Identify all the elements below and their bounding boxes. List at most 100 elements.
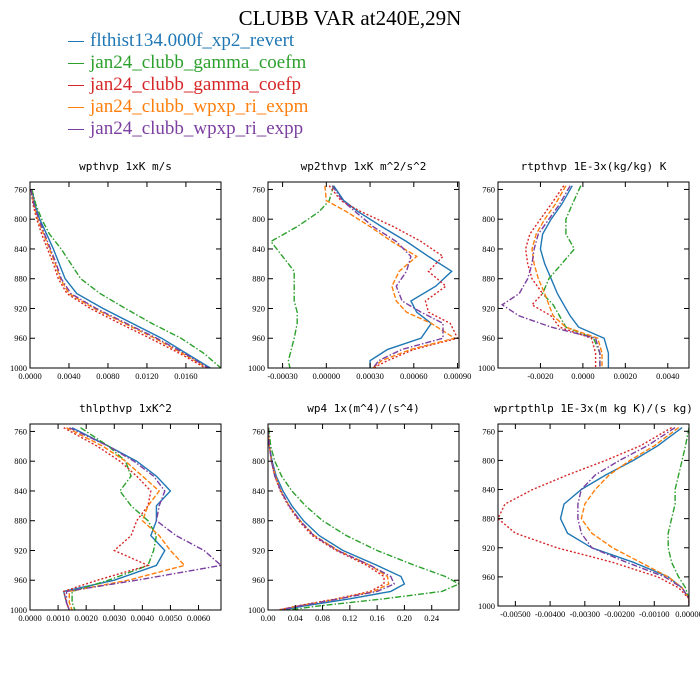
- x-tick-label: 0.0020: [74, 613, 97, 623]
- x-tick-label: 0.0010: [46, 613, 69, 623]
- x-tick-label: -0.00030: [267, 371, 297, 381]
- series-line-green: [31, 189, 221, 368]
- y-tick-label: 880: [482, 274, 495, 284]
- y-tick-label: 920: [14, 545, 27, 555]
- y-tick-label: 1000: [10, 363, 27, 373]
- y-tick-label: 840: [482, 244, 495, 254]
- y-tick-label: 800: [252, 214, 265, 224]
- y-tick-label: 960: [482, 333, 495, 343]
- y-tick-label: 880: [482, 514, 495, 524]
- legend-item-red: jan24_clubb_gamma_coefp: [68, 74, 308, 96]
- x-tick-label: -0.00200: [604, 609, 634, 619]
- legend-swatch: [68, 63, 84, 65]
- x-tick-label: 0.0120: [135, 371, 158, 381]
- x-tick-label: 0.0050: [159, 613, 182, 623]
- series-line-purple: [30, 189, 209, 368]
- x-tick-label: 0.24: [424, 613, 440, 623]
- legend-item-green: jan24_clubb_gamma_coefm: [68, 52, 308, 74]
- x-tick-label: 0.0000: [18, 371, 41, 381]
- y-tick-label: 880: [14, 516, 27, 526]
- y-tick-label: 880: [252, 516, 265, 526]
- series-line-orange: [531, 185, 603, 368]
- x-tick-label: 0.04: [288, 613, 304, 623]
- y-tick-label: 1000: [478, 363, 495, 373]
- series-line-purple: [331, 185, 444, 368]
- x-tick-label: 0.00090: [444, 371, 472, 381]
- x-tick-label: -0.00500: [500, 609, 530, 619]
- figure-title: CLUBB VAR at240E,29N: [238, 6, 462, 30]
- plot-frame: [29, 423, 222, 611]
- panel-3: rtpthvp 1E-3x(kg/kg) K 760 800 840 880 920 960…: [478, 160, 690, 381]
- series-line-blue: [333, 185, 453, 368]
- y-tick-label: 760: [14, 184, 27, 194]
- x-tick-label: 0.0000: [18, 613, 41, 623]
- y-tick-label: 760: [252, 426, 265, 436]
- y-tick-label: 840: [14, 244, 27, 254]
- y-tick-label: 840: [252, 244, 265, 254]
- legend-label: jan24_clubb_wpxp_ri_expp: [90, 118, 304, 139]
- series-line-purple: [577, 427, 689, 606]
- y-tick-label: 920: [482, 303, 495, 313]
- y-tick-label: 920: [252, 303, 265, 313]
- plot-frame: [267, 423, 460, 611]
- series-line-blue: [559, 427, 689, 606]
- panel-4: thlpthvp 1xK^276080084088092096010000.00…: [10, 402, 222, 623]
- series-line-green: [541, 185, 601, 368]
- y-tick-label: 960: [14, 333, 27, 343]
- panel-5: wp4 1x(m^4)/(s^4)76080084088092096010000…: [248, 402, 460, 623]
- x-tick-label: 0.12: [342, 613, 357, 623]
- series-line-red: [268, 427, 385, 610]
- y-tick-label: 800: [252, 456, 265, 466]
- x-tick-label: 0.0040: [131, 613, 154, 623]
- y-tick-label: 920: [252, 545, 265, 555]
- y-tick-label: 800: [482, 455, 495, 465]
- series-line-blue: [539, 185, 610, 368]
- x-tick-label: -0.00300: [570, 609, 600, 619]
- x-tick-label: 0.00000: [675, 609, 700, 619]
- x-tick-label: 0.20: [397, 613, 412, 623]
- series-line-red: [328, 185, 459, 368]
- y-tick-label: 840: [14, 486, 27, 496]
- x-tick-label: 0.0030: [103, 613, 126, 623]
- y-tick-label: 760: [482, 184, 495, 194]
- series-line-red: [498, 426, 689, 606]
- series-line-green: [269, 185, 335, 368]
- series-line-red: [62, 427, 152, 610]
- y-tick-label: 960: [14, 575, 27, 585]
- y-tick-label: 960: [252, 575, 265, 585]
- plot-frame: [29, 181, 222, 369]
- x-tick-label: 0.08: [315, 613, 330, 623]
- x-tick-label: 0.0060: [187, 613, 210, 623]
- x-tick-label: -0.00400: [535, 609, 565, 619]
- x-tick-label: 0.0160: [174, 371, 197, 381]
- legend-item-purple: jan24_clubb_wpxp_ri_expp: [68, 118, 308, 140]
- series-line-blue: [62, 427, 172, 610]
- y-tick-label: 1000: [248, 363, 265, 373]
- series-line-orange: [30, 189, 208, 368]
- x-tick-label: 0.00000: [313, 371, 341, 381]
- series-line-green: [667, 427, 689, 606]
- legend-label: flthist134.000f_xp2_revert: [90, 30, 295, 51]
- series-line-purple: [500, 185, 601, 368]
- panel-1: wpthvp 1xK m/s76080084088092096010000.00…: [10, 160, 222, 381]
- series-line-orange: [268, 427, 390, 610]
- legend-swatch: [68, 107, 84, 109]
- panel-title: rtpthvp 1E-3x(kg/kg) K: [521, 160, 667, 173]
- y-tick-label: 760: [482, 426, 495, 436]
- x-tick-label: 0.0040: [57, 371, 80, 381]
- series-line-blue: [268, 427, 406, 610]
- x-tick-label: -0.0020: [527, 371, 553, 381]
- legend: flthist134.000f_xp2_revert jan24_clubb_g…: [68, 30, 308, 140]
- x-tick-label: 0.00060: [400, 371, 428, 381]
- y-tick-label: 840: [482, 485, 495, 495]
- x-tick-label: 0.0040: [656, 371, 679, 381]
- legend-label: jan24_clubb_gamma_coefp: [90, 74, 302, 95]
- panel-2: wp2thvp 1xK m^2/s^2 760 800 840 880 920 960 100…: [248, 160, 471, 381]
- y-tick-label: 880: [252, 274, 265, 284]
- series-line-purple: [65, 427, 221, 610]
- y-tick-label: 760: [252, 184, 265, 194]
- legend-swatch: [68, 41, 84, 43]
- x-tick-label: 0.0000: [571, 371, 594, 381]
- y-tick-label: 800: [14, 214, 27, 224]
